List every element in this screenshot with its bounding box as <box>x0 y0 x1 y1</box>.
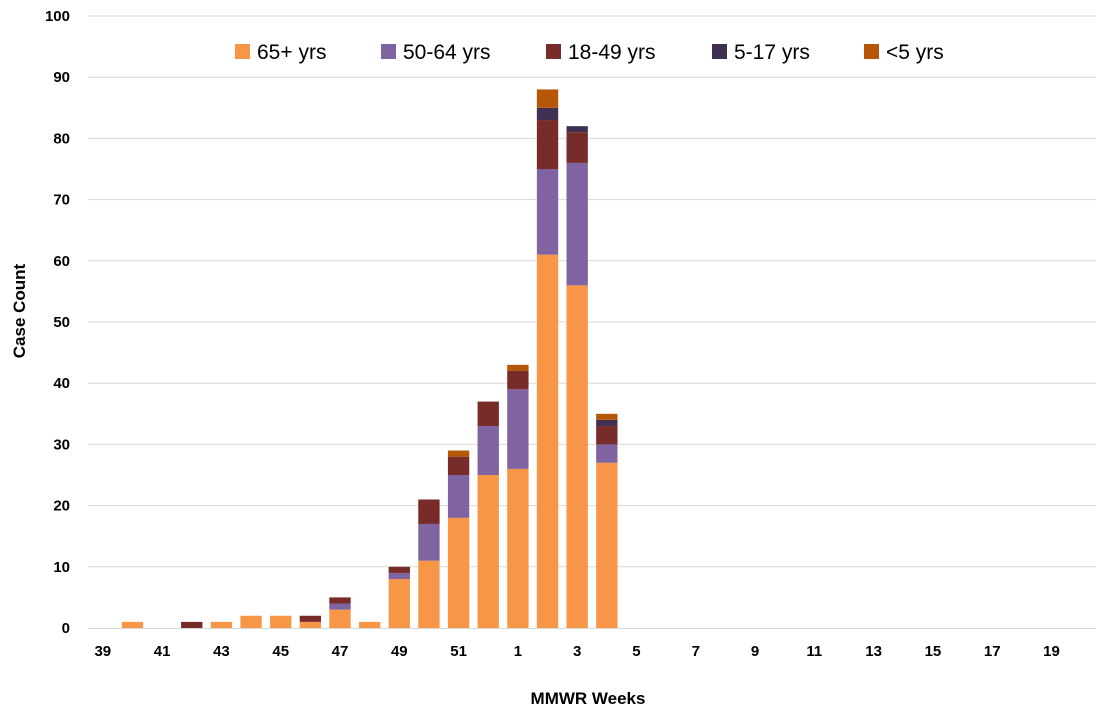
y-tick-label: 50 <box>53 314 70 331</box>
bar-segment <box>596 462 618 628</box>
x-tick-label: 3 <box>573 643 581 660</box>
y-tick-label: 60 <box>53 253 70 270</box>
x-tick-label: 45 <box>272 643 289 660</box>
bar-segment <box>536 120 559 169</box>
legend: 65+ yrs 50-64 yrs 18-49 yrs 5-17 yrs <5 yrs <box>235 41 944 64</box>
x-tick-label: 41 <box>154 643 171 660</box>
bar-segment <box>358 621 381 628</box>
bar-segment <box>418 499 440 524</box>
x-tick-label: 7 <box>692 643 700 660</box>
legend-label: <5 yrs <box>886 41 944 64</box>
y-tick-label: 100 <box>45 8 70 25</box>
y-tick-label: 90 <box>53 69 70 86</box>
y-axis-ticks: 0 10 20 30 40 50 60 70 80 90 100 <box>45 8 70 637</box>
x-axis-ticks: 39 41 43 45 47 49 51 1 3 5 7 9 11 13 15 17 19 <box>94 643 1059 660</box>
y-tick-label: 80 <box>53 130 70 147</box>
x-tick-label: 47 <box>332 643 349 660</box>
bar-segment <box>299 621 322 628</box>
bar-segment <box>477 426 499 475</box>
bar-segment <box>596 413 618 420</box>
legend-swatch <box>546 44 561 59</box>
bar-segment <box>447 475 470 518</box>
bar-segment <box>210 621 233 628</box>
bar-segment <box>121 621 144 628</box>
x-tick-label: 51 <box>450 643 467 660</box>
bar-segment <box>536 254 559 628</box>
bar-segment <box>270 615 292 628</box>
legend-swatch <box>864 44 879 59</box>
x-tick-label: 15 <box>925 643 942 660</box>
y-tick-label: 70 <box>53 192 70 209</box>
bar-segment <box>388 579 410 628</box>
x-tick-label: 19 <box>1043 643 1060 660</box>
bar-segment <box>536 107 559 121</box>
bar-segment <box>418 523 440 561</box>
bar-segment <box>181 621 203 628</box>
y-tick-label: 20 <box>53 498 70 515</box>
bar-segment <box>566 132 588 163</box>
bar-segment <box>536 89 559 108</box>
bar-segment <box>596 426 618 445</box>
bar-segment <box>329 603 351 610</box>
bar-segment <box>566 162 588 286</box>
bar-segment <box>536 169 559 255</box>
bar-segment <box>596 444 618 463</box>
legend-label: 50-64 yrs <box>403 41 491 64</box>
bar-segment <box>507 468 529 628</box>
bar-segment <box>596 419 618 427</box>
x-tick-label: 43 <box>213 643 230 660</box>
y-tick-label: 0 <box>62 620 70 637</box>
bar-segment <box>477 401 499 427</box>
bar-segment <box>477 475 499 628</box>
y-tick-label: 10 <box>53 559 70 576</box>
x-tick-label: 9 <box>751 643 759 660</box>
bar-segment <box>388 566 410 573</box>
legend-swatch <box>381 44 396 59</box>
y-axis-title: Case Count <box>10 263 29 358</box>
legend-label: 18-49 yrs <box>568 41 656 64</box>
bar-segment <box>447 517 470 628</box>
legend-swatch <box>235 44 250 59</box>
bar-segment <box>240 615 262 628</box>
y-tick-label: 40 <box>53 375 70 392</box>
bar-segment <box>388 572 410 580</box>
legend-label: 65+ yrs <box>257 41 326 64</box>
x-tick-label: 1 <box>514 643 522 660</box>
bar-segment <box>299 615 322 622</box>
bar-segment <box>447 450 470 457</box>
bar-segment <box>507 389 529 469</box>
legend-swatch <box>712 44 727 59</box>
bar-segment <box>507 364 529 371</box>
legend-label: 5-17 yrs <box>734 41 810 64</box>
x-tick-label: 17 <box>984 643 1001 660</box>
x-tick-label: 13 <box>865 643 882 660</box>
x-tick-label: 49 <box>391 643 408 660</box>
bar-segment <box>329 609 351 628</box>
bar-segment <box>566 285 588 628</box>
y-tick-label: 30 <box>53 436 70 453</box>
x-tick-label: 11 <box>806 643 822 660</box>
x-tick-label: 5 <box>632 643 640 660</box>
bars <box>121 89 618 628</box>
bar-segment <box>418 560 440 628</box>
x-axis-title: MMWR Weeks <box>531 689 646 706</box>
x-tick-label: 39 <box>94 643 111 660</box>
bar-segment <box>566 126 588 133</box>
bar-segment <box>507 370 529 390</box>
gridlines <box>88 15 1096 568</box>
bar-segment <box>329 597 351 604</box>
bar-segment <box>447 456 470 475</box>
